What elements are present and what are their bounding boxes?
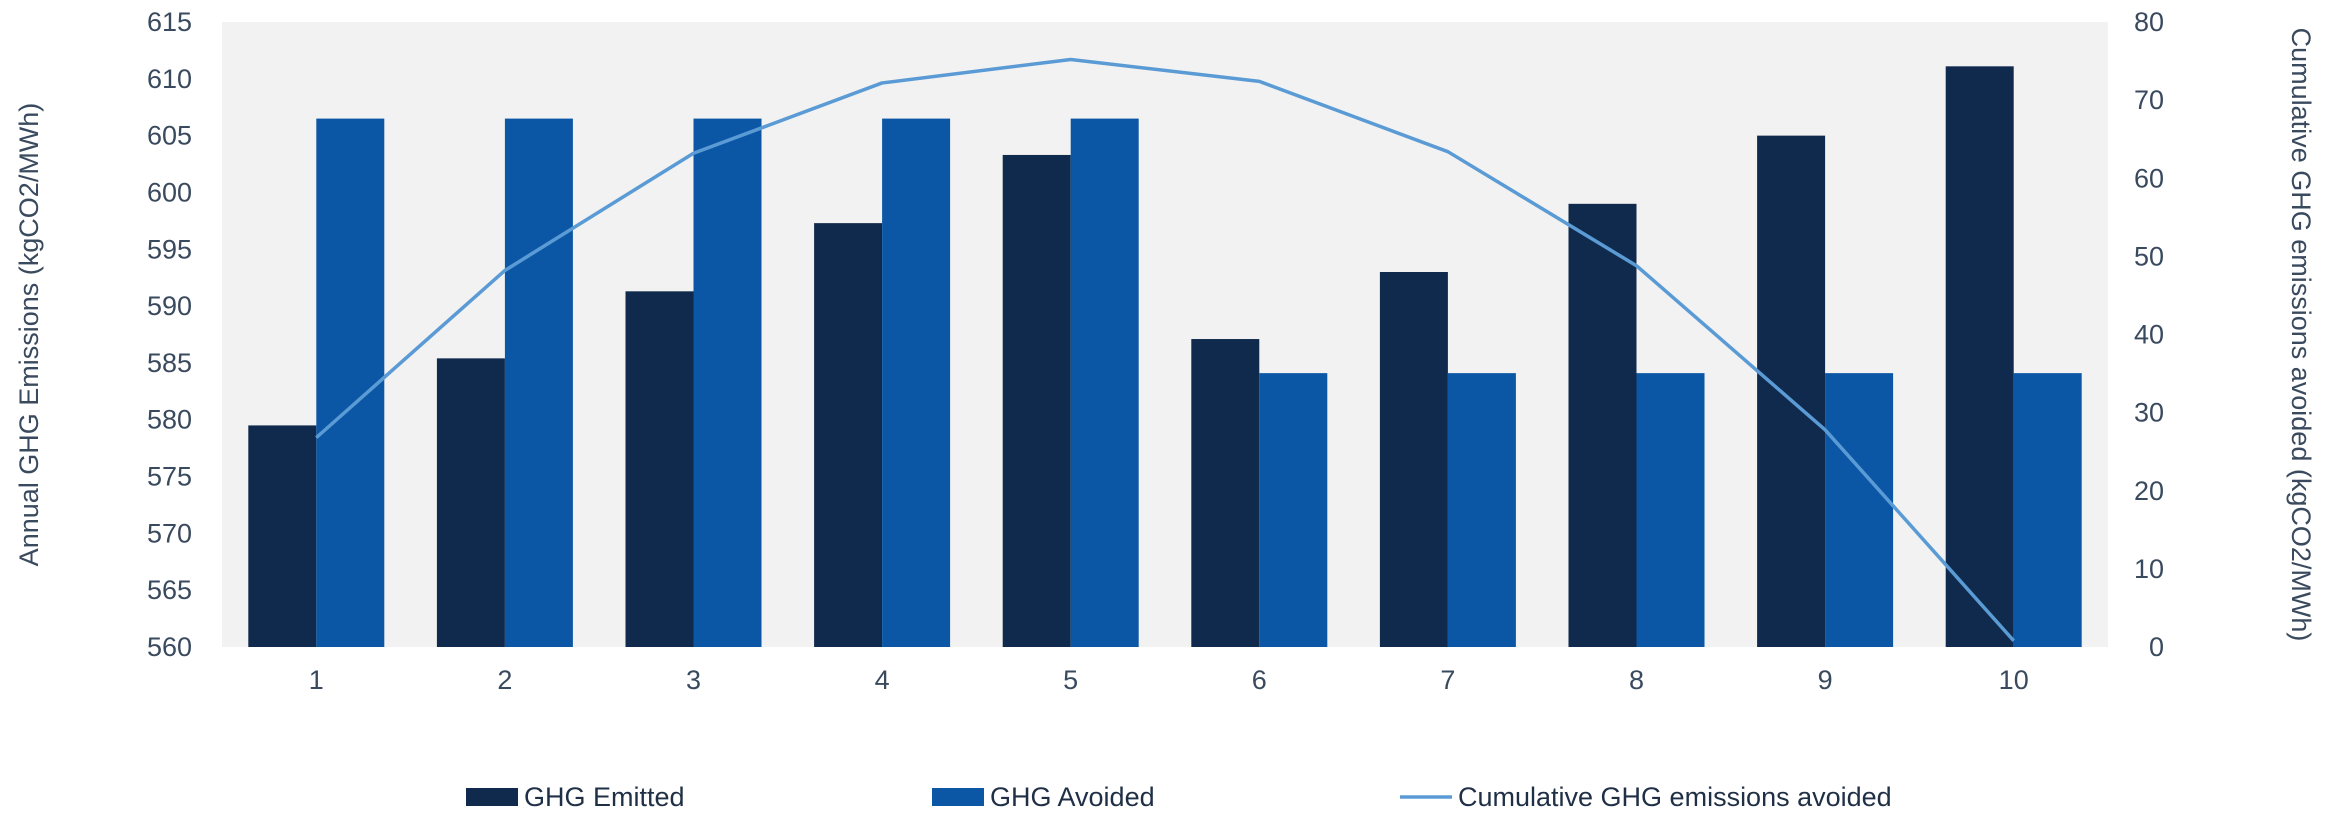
bar-ghg-avoided-4 (882, 118, 951, 647)
bar-ghg-avoided-7 (1447, 373, 1516, 647)
legend-swatch-ghg-emitted (466, 788, 518, 806)
x-tick-label: 6 (1252, 665, 1267, 695)
right-tick-label: 40 (2134, 320, 2164, 350)
right-tick-label: 0 (2149, 632, 2164, 662)
x-axis-ticks: 1 2 3 4 5 6 7 8 9 10 (309, 665, 2029, 695)
bar-ghg-avoided-8 (1636, 373, 1705, 647)
bar-ghg-emitted-7 (1379, 272, 1448, 647)
right-tick-label: 10 (2134, 554, 2164, 584)
bar-ghg-emitted-10 (1945, 66, 2014, 648)
bar-ghg-avoided-10 (2013, 373, 2082, 647)
bar-ghg-emitted-4 (814, 223, 883, 648)
right-tick-label: 60 (2134, 163, 2164, 193)
left-axis-ticks: 560 565 570 575 580 585 590 595 600 605 610 615 (147, 7, 192, 662)
left-tick-label: 560 (147, 632, 192, 662)
bar-ghg-avoided-9 (1825, 373, 1894, 647)
bar-ghg-avoided-6 (1259, 373, 1328, 647)
right-tick-label: 30 (2134, 398, 2164, 428)
x-tick-label: 4 (875, 665, 890, 695)
x-tick-label: 3 (686, 665, 701, 695)
line-layer (315, 57, 2016, 642)
right-tick-label: 70 (2134, 85, 2164, 115)
bar-ghg-emitted-9 (1757, 135, 1826, 648)
legend-label-cumulative: Cumulative GHG emissions avoided (1458, 782, 1892, 812)
bar-ghg-emitted-2 (436, 358, 505, 647)
x-tick-label: 1 (309, 665, 324, 695)
left-axis-title: Annual GHG Emissions (kgCO2/MWh) (14, 103, 44, 567)
right-tick-label: 20 (2134, 476, 2164, 506)
x-tick-label: 5 (1063, 665, 1078, 695)
legend: GHG Emitted GHG Avoided Cumulative GHG e… (466, 782, 1892, 812)
bar-ghg-avoided-1 (316, 118, 385, 647)
bar-ghg-emitted-8 (1568, 203, 1637, 647)
right-axis-ticks: 0 10 20 30 40 50 60 70 80 (2134, 7, 2164, 662)
bar-ghg-emitted-5 (1002, 154, 1071, 648)
left-tick-label: 585 (147, 348, 192, 378)
left-tick-label: 600 (147, 177, 192, 207)
x-tick-label: 8 (1629, 665, 1644, 695)
left-tick-label: 595 (147, 234, 192, 264)
legend-label-ghg-emitted: GHG Emitted (524, 782, 685, 812)
left-tick-label: 590 (147, 291, 192, 321)
left-tick-label: 575 (147, 462, 192, 492)
x-tick-label: 10 (1999, 665, 2029, 695)
right-axis-title: Cumulative GHG emissions avoided (kgCO2/… (2286, 28, 2316, 642)
left-tick-label: 615 (147, 7, 192, 37)
right-tick-label: 80 (2134, 7, 2164, 37)
bar-ghg-avoided-2 (504, 118, 573, 647)
bar-ghg-emitted-1 (248, 425, 317, 647)
bar-ghg-avoided-3 (693, 118, 762, 647)
x-tick-label: 2 (497, 665, 512, 695)
x-tick-label: 7 (1440, 665, 1455, 695)
x-tick-label: 9 (1818, 665, 1833, 695)
right-tick-label: 50 (2134, 241, 2164, 271)
left-tick-label: 565 (147, 575, 192, 605)
left-tick-label: 610 (147, 64, 192, 94)
left-tick-label: 580 (147, 405, 192, 435)
bar-ghg-avoided-5 (1070, 118, 1139, 647)
bar-ghg-emitted-3 (625, 291, 694, 647)
bars-layer (248, 66, 2082, 648)
bar-ghg-emitted-6 (1191, 339, 1260, 647)
left-tick-label: 605 (147, 121, 192, 151)
line-cumulative-ghg-avoided (315, 57, 2016, 642)
left-tick-label: 570 (147, 518, 192, 548)
legend-swatch-ghg-avoided (932, 788, 984, 806)
legend-label-ghg-avoided: GHG Avoided (990, 782, 1155, 812)
